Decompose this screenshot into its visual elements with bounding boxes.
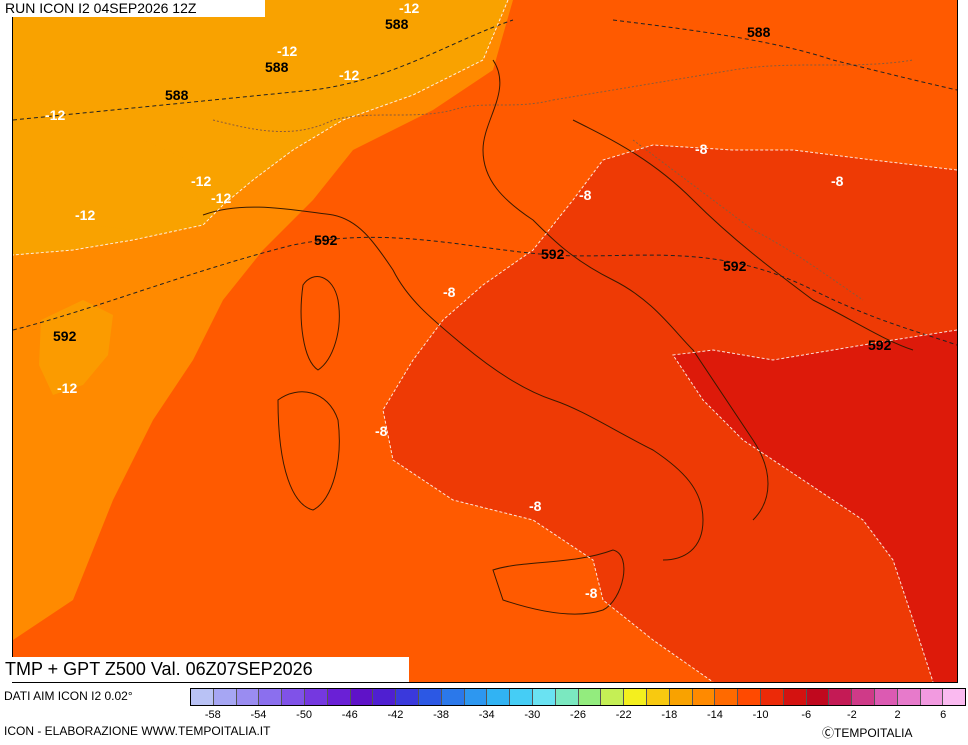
legend-tick-label: -38 — [433, 709, 449, 721]
legend-swatch — [852, 689, 875, 705]
valid-title: TMP + GPT Z500 Val. 06Z07SEP2026 — [0, 657, 409, 682]
legend-swatch — [806, 689, 830, 705]
gpt-label: 592 — [541, 246, 565, 262]
legend-tick-label: 6 — [940, 709, 947, 721]
legend-tick-label: -2 — [846, 709, 857, 721]
gpt-label: 588 — [747, 24, 771, 40]
legend-tick-label: -42 — [387, 709, 404, 721]
legend-tick-label: -26 — [570, 709, 586, 721]
legend-tick-label: -30 — [524, 709, 541, 721]
gpt-label: 588 — [165, 87, 189, 103]
legend-swatch — [738, 689, 761, 705]
tmp-label: -8 — [443, 284, 456, 300]
legend-swatch — [578, 689, 602, 705]
tmp-label: -12 — [277, 43, 297, 59]
legend-swatch — [601, 689, 625, 705]
legend-swatch — [760, 689, 784, 705]
legend-swatch — [920, 689, 944, 705]
tmp-label: -8 — [375, 423, 388, 439]
tmp-region-cold-west — [28, 55, 198, 230]
legend-swatch — [213, 689, 237, 705]
legend-swatch — [783, 689, 807, 705]
legend-swatch — [487, 689, 511, 705]
legend-swatch — [327, 689, 351, 705]
gpt-label: 592 — [723, 258, 747, 274]
tmp-label: -12 — [399, 0, 419, 16]
tmp-region-hot — [673, 330, 957, 682]
gpt-labels: 588 588 588 588 592 592 592 592 592 — [53, 16, 892, 353]
gpt-label: 592 — [314, 232, 338, 248]
legend-swatch — [441, 689, 465, 705]
tmp-label: -8 — [579, 187, 592, 203]
gpt-label: 592 — [868, 337, 892, 353]
legend-swatch — [418, 689, 442, 705]
legend-tick-label: -22 — [615, 709, 632, 721]
tmp-region-cold-sw — [39, 300, 113, 395]
legend-tick-label: -14 — [706, 709, 723, 721]
gpt-label: 592 — [53, 328, 77, 344]
gpt-label: 588 — [385, 16, 409, 32]
legend-swatch — [373, 689, 397, 705]
legend-swatch — [692, 689, 716, 705]
legend-swatch — [304, 689, 328, 705]
legend-tick-label: 2 — [894, 709, 901, 721]
legend-tick-label: -54 — [250, 709, 267, 721]
legend-swatch — [555, 689, 579, 705]
map-canvas: 588 588 588 588 592 592 592 592 592 -12 … — [13, 0, 957, 682]
brand-logo: ⒸTEMPOITALIA — [822, 726, 913, 740]
tmp-label: -12 — [57, 380, 77, 396]
legend-tick-label: -50 — [296, 709, 313, 721]
legend-swatch — [259, 689, 283, 705]
gpt-label: 588 — [265, 59, 289, 75]
legend-tick-label: -46 — [341, 709, 358, 721]
tmp-label: -12 — [339, 67, 359, 83]
legend-swatch — [236, 689, 260, 705]
legend-swatch — [282, 689, 305, 705]
tmp-label: -12 — [45, 107, 65, 123]
tmp-label: -8 — [695, 141, 708, 157]
data-source: DATI AIM ICON I2 0.02° — [4, 689, 133, 703]
tmp-region-warm — [383, 145, 957, 682]
legend-swatch — [669, 689, 693, 705]
legend-ticks: -58 -54 -50 -46 -42 -38 -34 -30 -26 -22 -18 -14 -10-… — [190, 709, 966, 723]
tmp-labels: -12 -12 -12 -12 -12 -12 -12 -12 -8 -8 -8… — [45, 0, 844, 601]
color-legend — [190, 688, 966, 706]
legend-swatch — [510, 689, 533, 705]
legend-tick-label: -34 — [478, 709, 495, 721]
isotherm-contours — [13, 0, 957, 682]
legend-swatch — [646, 689, 670, 705]
legend-tick-label: -10 — [752, 709, 769, 721]
legend-swatch — [624, 689, 647, 705]
legend-swatch — [350, 689, 374, 705]
legend-swatch — [532, 689, 556, 705]
tmp-label: -8 — [585, 585, 598, 601]
tmp-label: -8 — [529, 498, 542, 514]
legend-swatch — [829, 689, 853, 705]
weather-map: 588 588 588 588 592 592 592 592 592 -12 … — [12, 0, 958, 683]
legend-swatch — [464, 689, 488, 705]
legend-swatch — [396, 689, 419, 705]
country-borders — [212, 59, 914, 301]
legend-swatch — [943, 689, 966, 705]
legend-swatch — [715, 689, 739, 705]
tmp-label: -12 — [75, 207, 95, 223]
legend-swatch — [874, 689, 898, 705]
gpt-contours — [13, 19, 957, 346]
tmp-label: -12 — [191, 173, 211, 189]
legend-tick-label: -6 — [801, 709, 812, 721]
tmp-label: -8 — [831, 173, 844, 189]
run-title: RUN ICON I2 04SEP2026 12Z — [0, 0, 265, 17]
coastlines — [202, 59, 914, 615]
legend-tick-label: -58 — [204, 709, 221, 721]
legend-swatch — [897, 689, 921, 705]
credit-link[interactable]: ICON - ELABORAZIONE WWW.TEMPOITALIA.IT — [4, 724, 271, 738]
legend-swatch — [191, 689, 214, 705]
tmp-label: -12 — [211, 190, 231, 206]
legend-tick-label: -18 — [661, 709, 678, 721]
